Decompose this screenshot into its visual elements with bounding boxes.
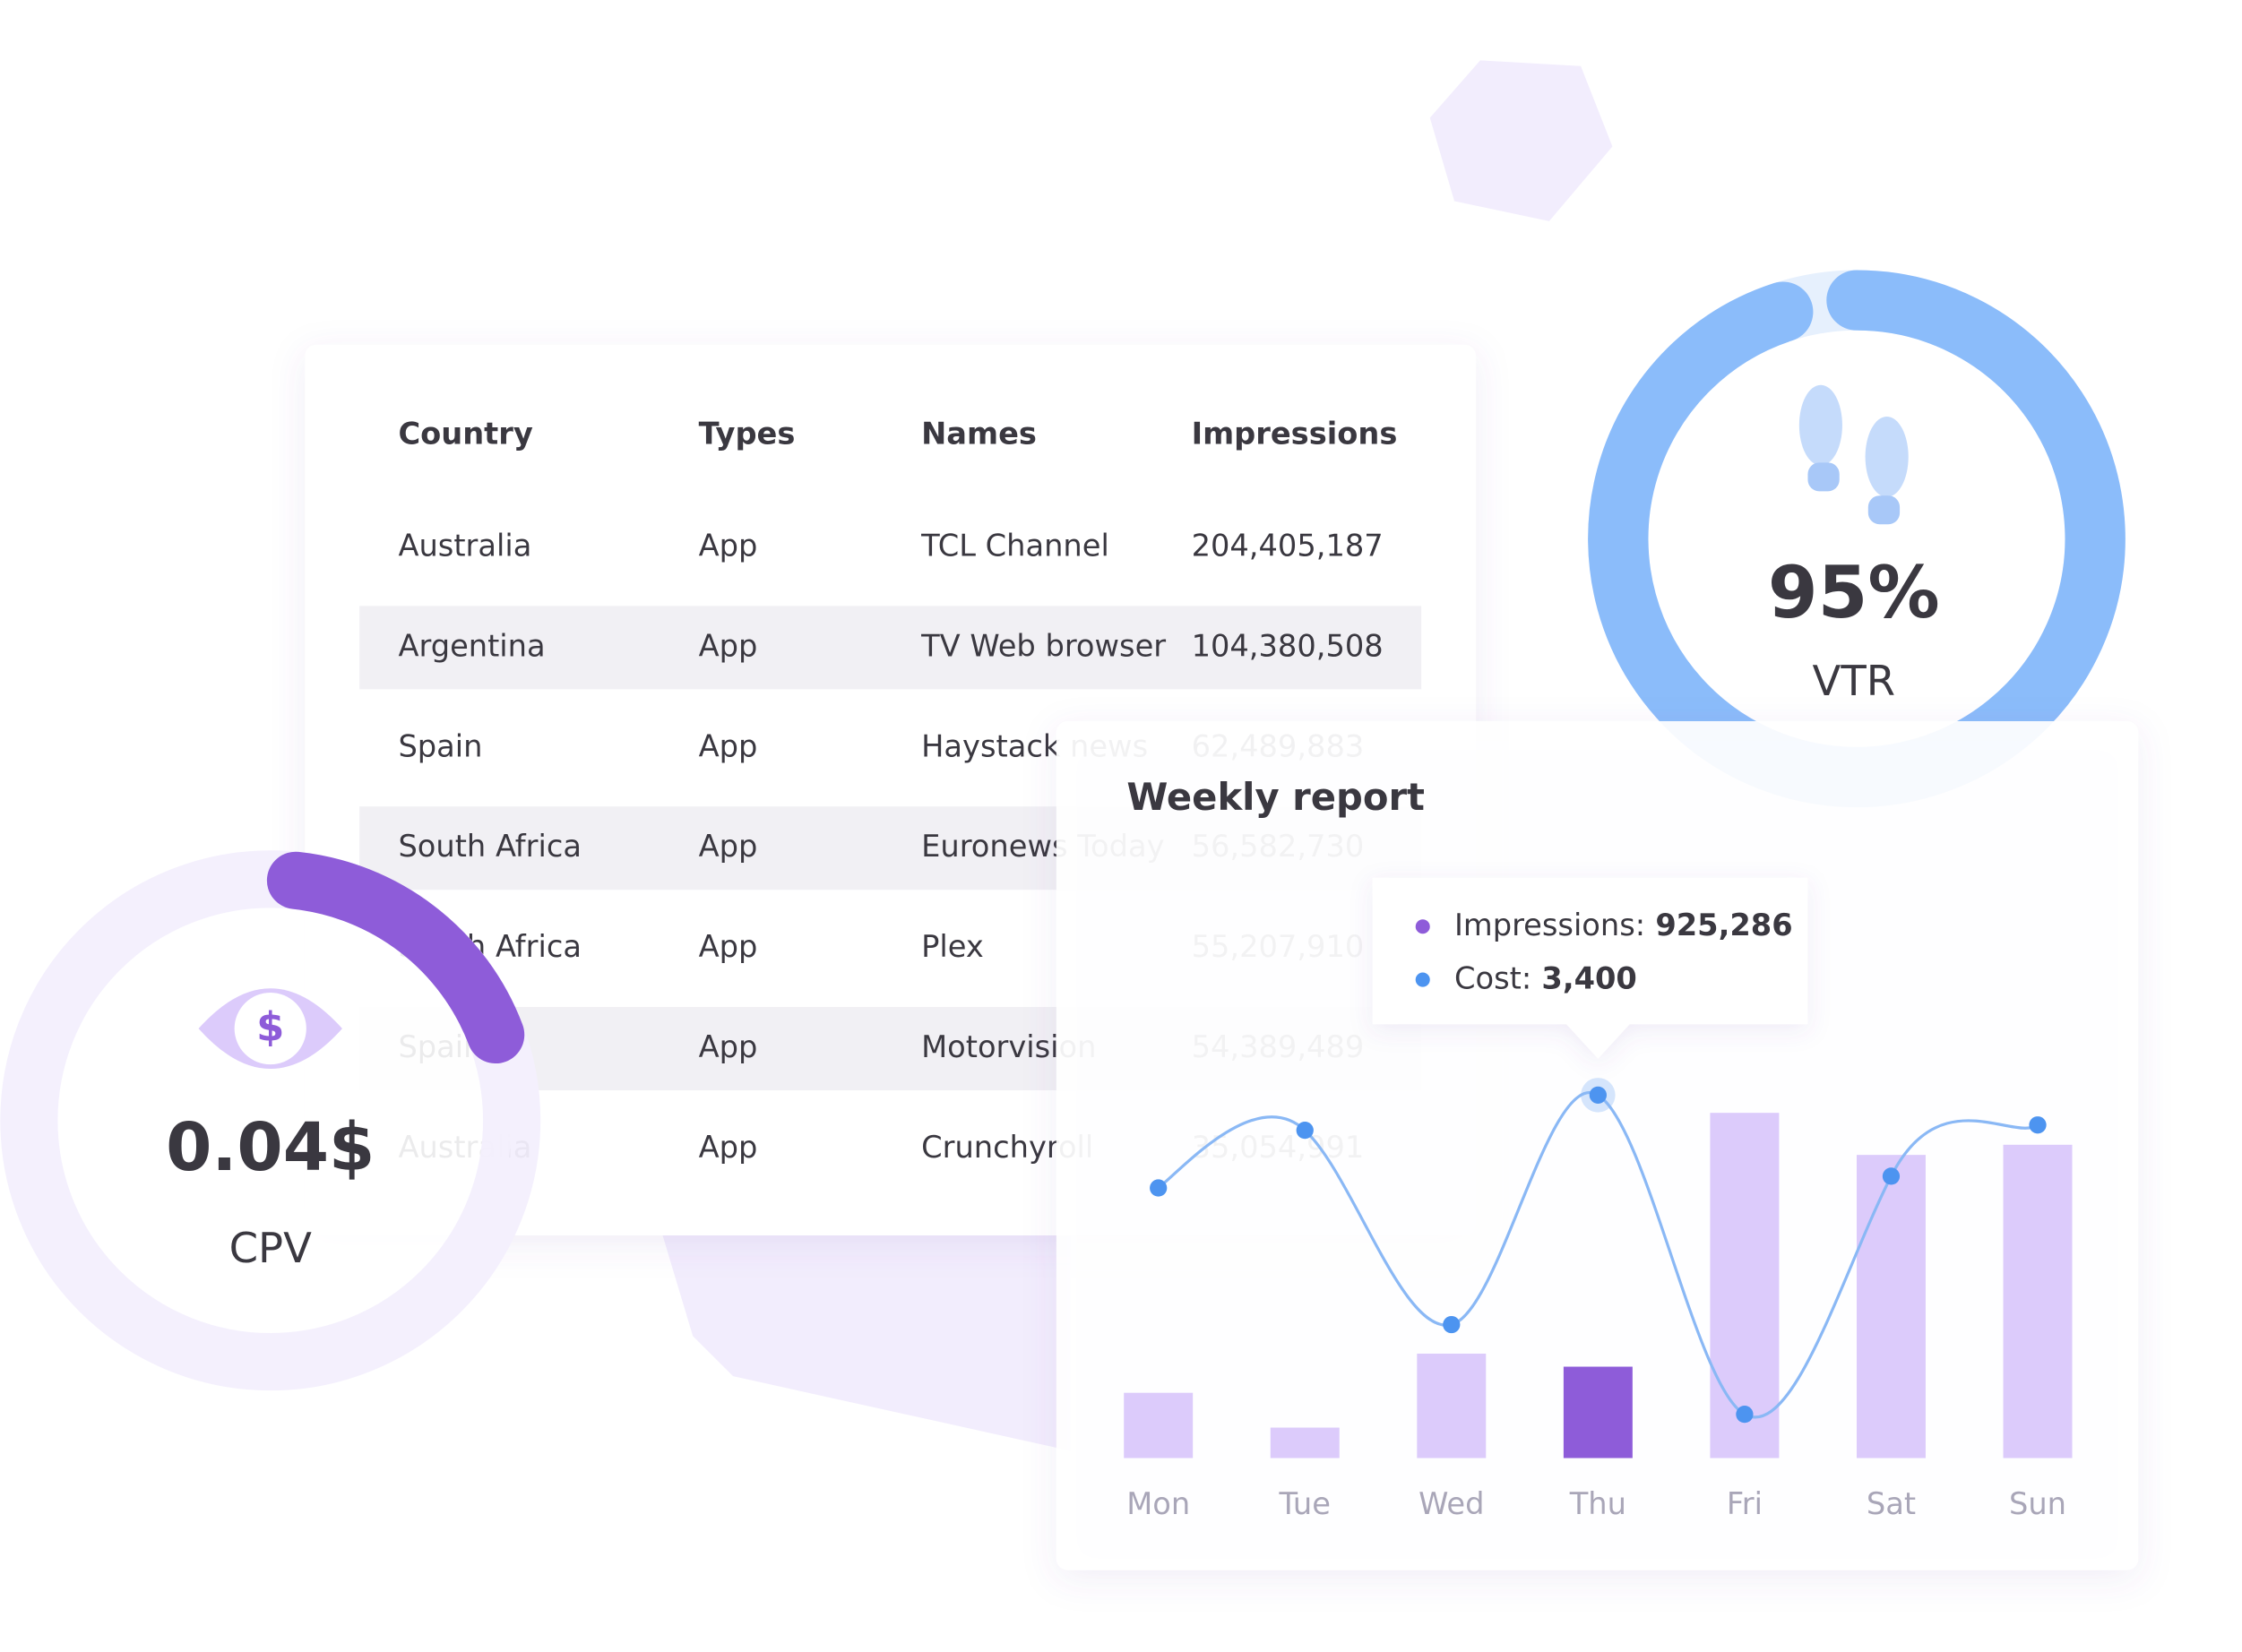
bar (1856, 1155, 1926, 1458)
point (1296, 1122, 1314, 1140)
table-cell: App (699, 528, 758, 563)
x-tick-label: Wed (1418, 1486, 1484, 1521)
table-cell: 104,380,508 (1192, 628, 1384, 663)
vtr-widget: 95% VTR (1588, 270, 2126, 808)
table-cell: Plex (921, 929, 984, 964)
cpv-widget: $ 0.04$ CPV (0, 850, 541, 1391)
table-cell: App (699, 1029, 758, 1064)
tooltip-text: Impressions: 925,286 (1454, 908, 1793, 942)
footprints-icon (1798, 384, 1909, 525)
shape-decor (653, 1206, 1071, 1451)
eye-pupil (234, 993, 306, 1065)
bar (1710, 1113, 1780, 1458)
table-cell: App (699, 929, 758, 964)
vtr-value: 95% (1768, 551, 1940, 634)
cpv-value: 0.04$ (166, 1110, 375, 1186)
tooltip-value: 925,286 (1655, 908, 1792, 942)
bar (1563, 1366, 1633, 1458)
cpv-label: CPV (229, 1224, 313, 1272)
table-cell: Argentina (398, 628, 545, 663)
chart-title: Weekly report (1126, 775, 1425, 819)
tooltip (1372, 877, 1808, 1059)
bar (1270, 1427, 1340, 1458)
table-cell: South Africa (398, 829, 582, 864)
x-tick-label: Thu (1569, 1486, 1626, 1521)
hexagon-decor (1429, 60, 1613, 221)
tooltip-dot (1415, 972, 1430, 987)
point (1882, 1167, 1901, 1185)
vtr-label: VTR (1813, 657, 1896, 705)
table-cell: App (699, 829, 758, 864)
table-cell: Australia (398, 528, 531, 563)
bar (2003, 1144, 2073, 1458)
x-tick-label: Sat (1867, 1486, 1916, 1521)
point (2029, 1116, 2047, 1134)
point (1589, 1086, 1607, 1104)
table-header: Country (398, 416, 532, 451)
plot: Mon Tue Wed Thu Fri Sat Sun Impressions: 925,286… (1124, 877, 2073, 1521)
table-cell: 204,405,187 (1192, 528, 1384, 563)
x-tick-label: Tue (1279, 1486, 1331, 1521)
dollar-icon: $ (256, 1003, 284, 1051)
tooltip-value: 3,400 (1541, 960, 1636, 995)
table-header: Names (921, 416, 1037, 451)
table-cell: TCL Channel (920, 528, 1109, 563)
bar (1417, 1353, 1487, 1458)
x-tick-label: Fri (1727, 1486, 1763, 1521)
tooltip-text: Cost: 3,400 (1454, 960, 1637, 995)
point (1736, 1406, 1754, 1424)
table-cell: App (699, 1130, 758, 1165)
tooltip-dot (1415, 919, 1430, 934)
x-tick-label: Sun (2009, 1486, 2066, 1521)
tooltip-series: Impressions: (1454, 908, 1645, 942)
x-tick-label: Mon (1126, 1486, 1190, 1521)
table-cell: Spain (398, 728, 482, 763)
table-cell: App (699, 628, 758, 663)
point (1443, 1315, 1461, 1334)
cpv-arc (266, 851, 525, 1064)
table-cell: App (699, 728, 758, 763)
row-stripe (359, 606, 1422, 690)
table-header: Impressions (1192, 416, 1398, 451)
point (1150, 1179, 1168, 1197)
bar (1124, 1392, 1194, 1458)
table-cell: TV Web browser (920, 628, 1166, 663)
table-header: Types (699, 416, 796, 451)
tooltip-series: Cost: (1454, 960, 1531, 995)
